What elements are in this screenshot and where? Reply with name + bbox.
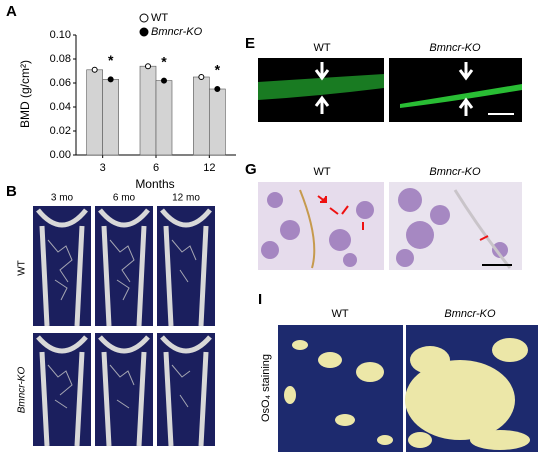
y-tick-label: 0.04 — [50, 101, 71, 113]
bar — [86, 69, 103, 156]
column-label: 12 mo — [172, 193, 200, 204]
column-label: WT — [313, 42, 330, 54]
bar — [139, 65, 157, 156]
x-tick-label: 6 — [153, 162, 159, 174]
panel-label: B — [6, 183, 17, 200]
bar-top-marker — [91, 66, 98, 73]
y-axis-label: BMD (g/cm²) — [18, 60, 32, 128]
column-label: Bmncr-KO — [429, 42, 481, 54]
panel-label: I — [258, 291, 262, 308]
y-tick-label: 0.10 — [50, 29, 71, 41]
row-label: Bmncr-KO — [17, 367, 28, 414]
x-axis-label: Months — [135, 177, 174, 191]
row-label: OsO₄ staining — [260, 354, 272, 422]
legend-label: Bmncr-KO — [151, 26, 203, 38]
bar-top-marker — [214, 86, 221, 92]
column-label: 6 mo — [113, 193, 136, 204]
panel-label: G — [245, 161, 257, 178]
y-tick-label: 0.02 — [50, 125, 71, 137]
legend-label: WT — [151, 12, 168, 24]
fluorescence-images — [258, 58, 522, 122]
column-label: Bmncr-KO — [444, 308, 496, 320]
bar — [102, 79, 119, 156]
y-tick-label: 0.06 — [50, 77, 71, 89]
staining-images — [278, 325, 538, 452]
x-tick-label: 3 — [100, 162, 106, 174]
panel-label: E — [245, 35, 255, 52]
bar-top-marker — [198, 74, 205, 80]
legend-marker — [139, 27, 149, 37]
panel-label: A — [6, 3, 17, 20]
row-label: WT — [17, 260, 28, 276]
bar — [193, 76, 210, 156]
bar-top-marker — [107, 76, 114, 83]
legend-marker — [139, 13, 149, 23]
column-label: WT — [313, 166, 330, 178]
column-label: WT — [331, 308, 348, 320]
x-tick-label: 12 — [203, 162, 215, 174]
column-label: 3 mo — [51, 193, 74, 204]
significance-mark: * — [108, 52, 114, 68]
histology-images — [258, 182, 522, 270]
y-tick-label: 0.08 — [50, 53, 71, 65]
micro-ct-grid — [33, 206, 215, 447]
column-label: Bmncr-KO — [429, 166, 481, 178]
bar-top-marker — [161, 77, 167, 84]
y-tick-label: 0.00 — [50, 149, 71, 161]
bar-top-marker — [145, 63, 151, 70]
significance-mark: * — [161, 53, 167, 69]
significance-mark: * — [215, 62, 221, 78]
bar — [209, 88, 226, 156]
bar — [155, 80, 173, 156]
